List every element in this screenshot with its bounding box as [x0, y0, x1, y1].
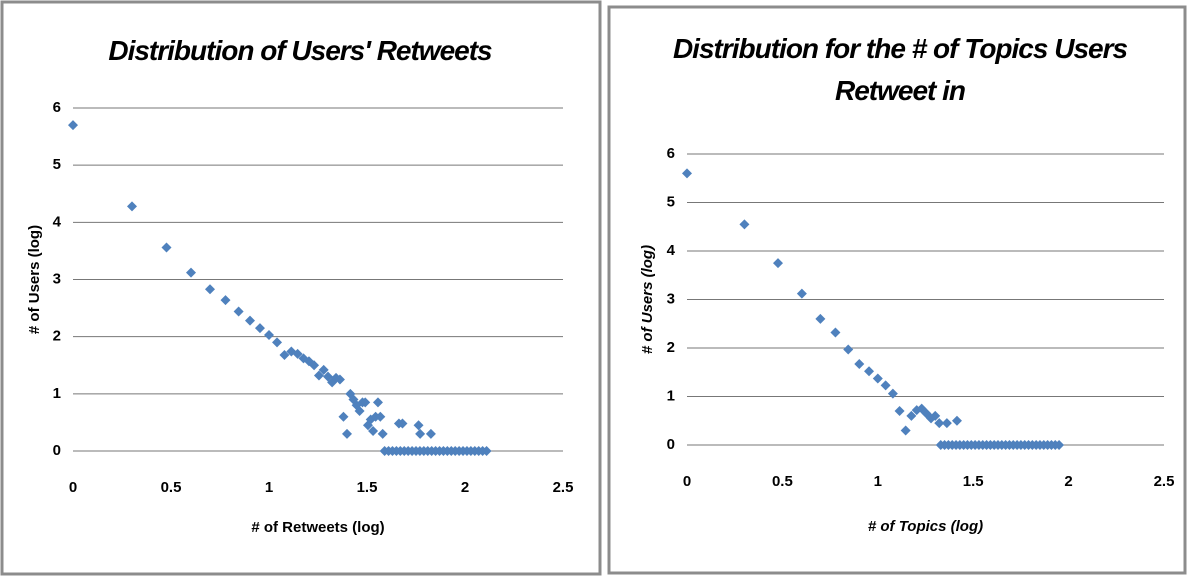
point	[354, 405, 365, 416]
point	[161, 242, 172, 253]
point	[185, 267, 196, 278]
point	[313, 370, 324, 381]
x-tick-label: 0.5	[161, 479, 182, 496]
x-tick-label: 2	[461, 479, 469, 496]
x-axis-label: # of Retweets (log)	[251, 519, 384, 536]
point	[880, 380, 891, 391]
chart-title: Distribution of Users' Retweets	[108, 35, 492, 66]
x-tick-label: 2	[1064, 473, 1072, 490]
point	[233, 306, 244, 317]
point	[377, 428, 388, 439]
point	[334, 374, 345, 385]
x-tick-label: 1	[265, 479, 273, 496]
chart-title: Distribution for the # of Topics Users R…	[672, 33, 1128, 106]
point	[368, 425, 379, 436]
point	[318, 364, 329, 375]
title-box: Distribution for the # of Topics Users R…	[672, 33, 1128, 106]
point	[360, 397, 371, 408]
y-tick-label: 2	[667, 339, 675, 356]
point	[279, 349, 290, 360]
y-tick-label: 4	[53, 213, 62, 230]
x-tick-label: 2.5	[1154, 473, 1175, 490]
point	[264, 329, 274, 340]
point	[254, 323, 265, 334]
x-tick-label: 1	[874, 473, 882, 490]
point	[887, 388, 898, 399]
y-tick-label: 3	[53, 270, 61, 287]
point	[906, 410, 917, 421]
y-tick-label: 1	[53, 385, 61, 402]
point	[951, 415, 962, 426]
point	[205, 284, 216, 295]
point	[900, 425, 911, 436]
point	[272, 337, 283, 348]
point	[830, 327, 841, 338]
point	[872, 373, 883, 384]
y-tick-label: 4	[667, 242, 676, 259]
point	[415, 428, 426, 439]
point	[375, 411, 386, 422]
y-tick-label: 6	[53, 99, 61, 116]
y-tick-label: 0	[53, 442, 61, 459]
point	[372, 397, 383, 408]
point	[796, 288, 807, 299]
point	[941, 418, 952, 429]
y-tick-label: 5	[667, 193, 675, 210]
point	[309, 360, 320, 371]
point	[843, 344, 854, 355]
title-box: Distribution of Users' Retweets	[108, 35, 492, 66]
point	[481, 446, 492, 456]
x-tick-label: 0.5	[772, 473, 793, 490]
point	[220, 295, 231, 306]
point	[1054, 440, 1065, 450]
y-tick-label: 2	[53, 328, 61, 345]
x-tick-label: 2.5	[553, 479, 574, 496]
point	[894, 406, 905, 417]
y-axis-label: # of Users (log)	[26, 225, 43, 334]
x-axis-label: # of Topics (log)	[868, 518, 983, 535]
panel	[607, 5, 1187, 575]
x-tick-label: 0	[69, 479, 77, 496]
point	[413, 420, 424, 431]
point	[854, 359, 865, 370]
point	[739, 219, 750, 230]
point	[930, 410, 941, 421]
y-tick-label: 3	[667, 290, 675, 307]
point	[682, 168, 692, 179]
point	[126, 201, 137, 212]
point	[815, 313, 826, 324]
point	[773, 258, 784, 269]
y-tick-label: 1	[667, 387, 675, 404]
point	[342, 428, 353, 439]
x-tick-label: 0	[683, 473, 691, 490]
y-tick-label: 6	[667, 145, 675, 162]
point	[864, 366, 875, 377]
x-tick-label: 1.5	[357, 479, 378, 496]
point	[934, 418, 945, 429]
y-tick-label: 0	[667, 436, 675, 453]
point	[68, 120, 78, 131]
point	[244, 315, 255, 326]
panel	[0, 0, 602, 576]
x-tick-label: 1.5	[963, 473, 984, 490]
y-tick-label: 5	[53, 156, 61, 173]
y-axis-label: # of Users (log)	[639, 245, 656, 354]
point	[397, 418, 408, 429]
point	[338, 411, 349, 422]
point	[292, 348, 303, 359]
point	[425, 428, 436, 439]
